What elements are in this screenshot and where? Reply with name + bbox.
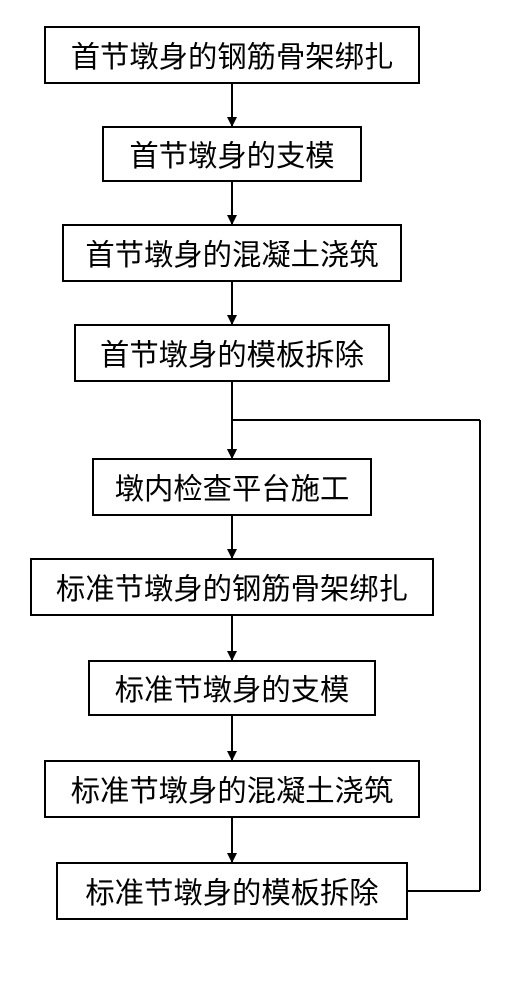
flow-node: 标准节墩身的模板拆除 bbox=[56, 862, 408, 920]
flow-node-label: 首节墩身的模板拆除 bbox=[100, 332, 364, 374]
flow-node: 首节墩身的钢筋骨架绑扎 bbox=[44, 26, 420, 84]
flow-node: 首节墩身的支模 bbox=[102, 126, 362, 182]
flow-node: 首节墩身的混凝土浇筑 bbox=[62, 224, 402, 282]
flow-node: 墩内检查平台施工 bbox=[92, 458, 372, 516]
flow-node-label: 标准节墩身的钢筋骨架绑扎 bbox=[56, 566, 408, 608]
flow-node: 标准节墩身的混凝土浇筑 bbox=[44, 760, 420, 818]
flow-node-label: 首节墩身的支模 bbox=[129, 133, 334, 175]
flow-node-label: 首节墩身的混凝土浇筑 bbox=[85, 232, 378, 274]
flow-node-label: 标准节墩身的模板拆除 bbox=[85, 870, 378, 912]
flow-node-label: 标准节墩身的混凝土浇筑 bbox=[71, 768, 394, 810]
flowchart-container: 首节墩身的钢筋骨架绑扎首节墩身的支模首节墩身的混凝土浇筑首节墩身的模板拆除墩内检… bbox=[0, 0, 512, 1000]
flow-node-label: 墩内检查平台施工 bbox=[115, 466, 350, 508]
flow-node-label: 首节墩身的钢筋骨架绑扎 bbox=[71, 34, 394, 76]
flow-node: 标准节墩身的钢筋骨架绑扎 bbox=[30, 558, 434, 616]
flow-node: 首节墩身的模板拆除 bbox=[74, 324, 390, 382]
flow-node: 标准节墩身的支模 bbox=[88, 660, 376, 716]
flow-node-label: 标准节墩身的支模 bbox=[115, 667, 350, 709]
